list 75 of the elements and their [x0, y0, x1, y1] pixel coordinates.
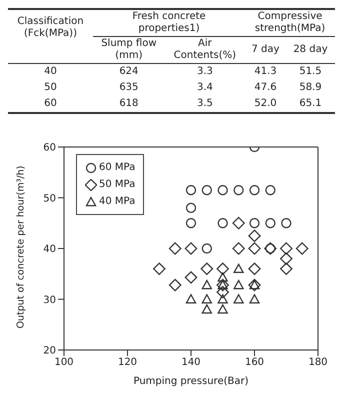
point: [184, 271, 198, 284]
point: [216, 286, 229, 298]
point: [216, 262, 229, 276]
point: [200, 262, 214, 276]
point: [234, 185, 244, 196]
text: 618: [118, 97, 140, 111]
point: [249, 218, 260, 228]
point: [248, 262, 261, 276]
point: [232, 216, 245, 230]
point: [218, 185, 228, 196]
text: 28 day: [292, 44, 329, 56]
x-tick-label: 180: [308, 357, 328, 368]
text: Air Contents(%): [172, 38, 238, 62]
x-tick-label: 160: [244, 357, 264, 368]
y-tick-label: 20: [43, 346, 56, 357]
point: [280, 252, 292, 265]
point: [153, 262, 166, 276]
text: Compressive strength(MPa): [247, 11, 333, 35]
legend-label: 60 MPa: [99, 162, 136, 173]
y-tick-label: 30: [43, 294, 56, 306]
x-tick-label: 120: [118, 357, 138, 368]
point: [234, 264, 244, 273]
point: [281, 218, 292, 228]
point: [168, 242, 182, 255]
legend-label: 50 MPa: [99, 179, 136, 190]
point: [186, 218, 196, 228]
point: [202, 185, 212, 196]
y-tick-label: 60: [43, 142, 56, 154]
point: [218, 294, 228, 304]
point: [265, 185, 276, 196]
y-tick-label: 50: [43, 193, 56, 204]
text: 3.3: [196, 65, 214, 79]
legend-label: 40 MPa: [99, 196, 136, 207]
point: [248, 242, 261, 255]
text: 47.6: [253, 81, 278, 95]
y-tick-label: 40: [43, 244, 56, 256]
text: 7 day: [250, 44, 280, 56]
y-axis-title: Output of concrete per hour(m³/h): [15, 166, 26, 328]
point: [184, 242, 198, 255]
point: [202, 243, 212, 254]
text: 3.5: [196, 97, 214, 111]
text: Slump flow (mm): [100, 38, 158, 62]
point: [265, 218, 276, 228]
text: 3.4: [196, 81, 214, 95]
x-axis-title: Pumping pressure(Bar): [133, 376, 249, 387]
x-tick-label: 100: [54, 357, 74, 368]
point: [218, 272, 228, 282]
point: [249, 294, 260, 304]
text: Classification (Fck(MPa)): [16, 16, 85, 40]
text: 52.0: [253, 97, 278, 111]
point: [296, 242, 308, 255]
point: [232, 242, 245, 255]
text: 65.1: [298, 97, 323, 111]
point: [218, 304, 228, 314]
text: 624: [118, 65, 140, 79]
point: [234, 294, 244, 304]
point: [186, 202, 196, 213]
text: 41.3: [253, 65, 278, 79]
point: [280, 262, 292, 276]
point: [249, 185, 260, 196]
point: [186, 185, 196, 196]
point: [218, 218, 228, 228]
text: 58.9: [298, 81, 323, 95]
text: 635: [118, 81, 140, 95]
point: [202, 294, 212, 304]
text: 51.5: [298, 65, 323, 79]
point: [168, 278, 182, 292]
point: [234, 280, 244, 290]
point: [186, 294, 196, 304]
point: [280, 242, 292, 255]
point: [202, 280, 212, 290]
point: [248, 230, 261, 242]
text: Fresh concrete properties1): [94, 11, 244, 35]
point: [202, 304, 212, 314]
x-tick-label: 140: [181, 357, 201, 368]
